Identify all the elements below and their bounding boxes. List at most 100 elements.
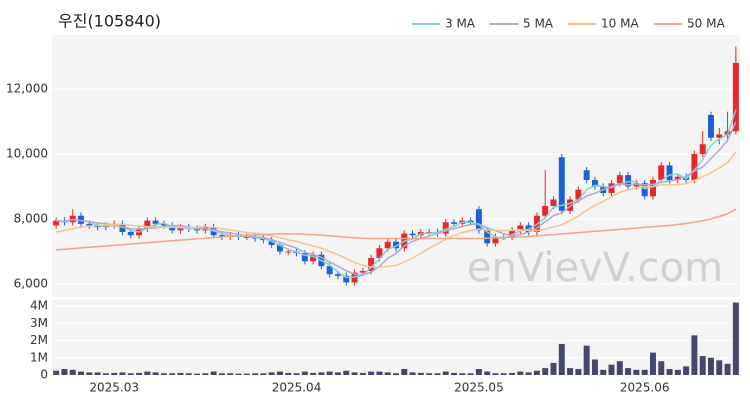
volume-bar [69,369,76,375]
candle-body [517,225,524,231]
legend-label: 5 MA [523,17,554,31]
y-tick-label: 1M [30,350,48,364]
volume-bar [276,371,283,375]
candle-body [334,274,341,276]
watermark: enVievV.com [467,245,723,291]
volume-bar [575,368,582,375]
volume-bar [724,363,731,375]
volume-bar [351,372,358,375]
candle-body [492,236,499,244]
volume-bar [509,372,516,375]
volume-bar [666,368,673,375]
candle-body [310,254,317,262]
volume-bar [600,369,607,375]
y-tick-label: 4M [30,299,48,313]
volume-bar [467,373,474,375]
y-tick-label: 3M [30,316,48,330]
volume-bar [310,372,317,375]
candle-body [160,223,167,226]
volume-bar [368,371,375,375]
volume-bar [102,373,109,375]
volume-bar [683,366,690,375]
candle-body [119,223,126,232]
volume-bar [525,372,532,375]
volume-bar [583,345,590,375]
volume-bar [78,371,84,375]
candle-body [53,220,60,226]
y-tick-label: 0 [40,368,48,382]
volume-bar [268,372,275,375]
volume-bar [641,369,648,375]
volume-bar [550,362,557,375]
volume-panel [52,300,740,375]
volume-bar [716,360,723,375]
volume-bar [318,372,325,375]
volume-bar [384,372,391,375]
candle-body [359,270,366,273]
volume-bar [699,356,706,375]
x-tick-label: 2025.06 [620,381,670,395]
volume-bar [86,372,93,375]
volume-bar [177,372,184,375]
volume-bar [111,372,118,375]
volume-bar [401,368,408,375]
candle-body [558,157,565,211]
volume-bar [616,361,623,375]
volume-bar [417,372,424,375]
candle-body [276,244,283,252]
volume-bar [260,373,267,375]
candle-body [732,62,739,132]
ma-line [55,151,737,268]
candle-body [376,248,383,258]
volume-bar [227,373,234,375]
volume-bar [293,373,300,375]
volume-bar [136,372,143,375]
candle-body [343,275,350,283]
y-tick-label: 6,000 [14,276,48,290]
candle-body [649,179,656,197]
volume-bar [633,369,640,375]
candle-body [467,220,474,223]
candle-body [177,227,184,231]
candle-body [550,199,557,206]
candle-body [409,233,416,236]
candle-body [484,230,491,244]
candle-body [218,235,225,237]
candle-body [625,175,632,187]
candle-body [144,220,151,229]
candle-body [152,220,159,224]
volume-bar [127,373,134,375]
candle-body [542,205,549,216]
candle-body [691,153,698,180]
volume-bar [608,364,615,375]
candle-body [393,241,399,249]
candle-body [94,225,101,228]
candle-body [243,236,250,238]
volume-bar [674,369,681,375]
candle-body [658,165,665,180]
candle-body [285,251,292,253]
candle-body [78,215,84,224]
candle-body [384,241,391,249]
volume-bar [393,373,399,375]
candle-body [716,134,723,138]
volume-bar [202,373,209,375]
candle-body [86,223,93,226]
volume-bar [542,368,549,375]
volume-bar [194,373,201,375]
volume-bar [218,373,225,375]
volume-bar [451,372,458,375]
candle-body [509,230,516,237]
volume-bar [152,372,159,375]
volume-bar [409,372,416,375]
volume-bar [160,373,167,375]
volume-bar [459,373,466,375]
candle-body [368,257,375,271]
volume-bar [625,368,632,375]
volume-bar [558,343,565,375]
legend-label: 50 MA [687,17,725,31]
volume-bar [94,372,101,375]
candle-body [326,266,333,275]
volume-bar [567,368,574,375]
